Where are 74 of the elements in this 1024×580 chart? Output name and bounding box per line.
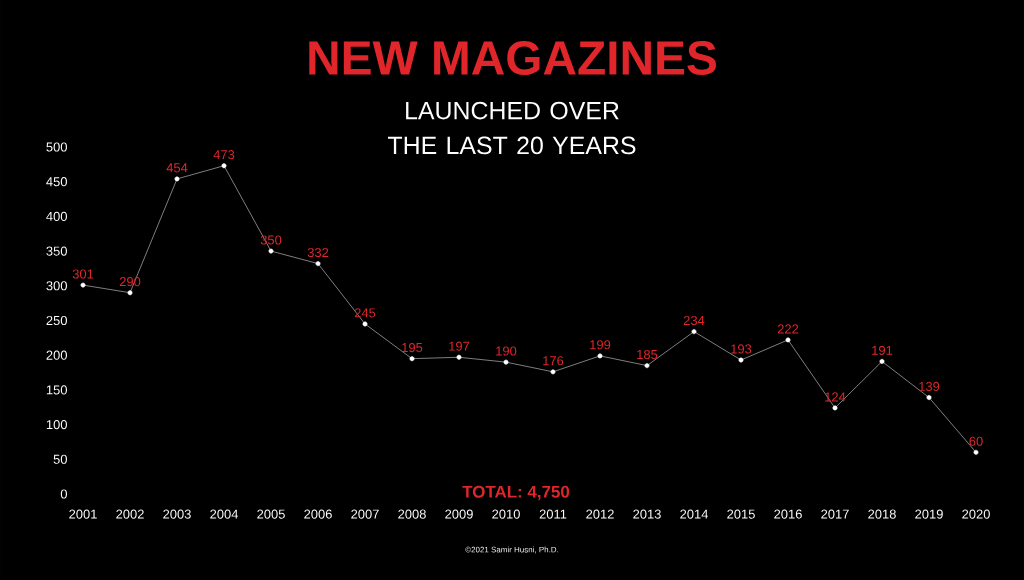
point <box>832 405 838 411</box>
point <box>597 353 603 359</box>
chart-subtitle: LAUNCHED OVER THE LAST 20 YEARS <box>387 101 636 155</box>
x-tick-label: 2012 <box>586 509 614 519</box>
y-tick-label: 50 <box>53 454 67 464</box>
point <box>926 395 932 400</box>
x-tick-label: 2001 <box>69 509 97 519</box>
point <box>456 354 462 360</box>
data-label: 139 <box>919 381 940 391</box>
chart-title: NEW MAGAZINES <box>309 41 716 75</box>
point <box>80 282 86 288</box>
data-label: 301 <box>72 269 94 279</box>
x-tick-label: 2004 <box>210 509 239 519</box>
x-tick-label: 2009 <box>445 509 473 519</box>
x-tick-label: 2020 <box>962 509 990 519</box>
point <box>973 449 979 455</box>
y-tick-label: 300 <box>46 281 67 291</box>
data-label: 195 <box>402 342 423 353</box>
x-tick-label: 2002 <box>116 509 144 519</box>
point <box>879 358 885 364</box>
y-tick-label: 400 <box>46 211 67 221</box>
y-tick-label: 450 <box>46 177 67 187</box>
y-tick-label: 0 <box>60 489 67 499</box>
data-label: 222 <box>777 324 799 334</box>
point <box>409 356 415 362</box>
point <box>221 163 227 169</box>
point <box>785 337 791 343</box>
x-tick-label: 2006 <box>304 509 332 519</box>
y-tick-label: 500 <box>46 142 67 152</box>
data-label: 234 <box>683 315 705 326</box>
x-tick-label: 2007 <box>351 509 379 519</box>
data-label: 185 <box>637 349 658 360</box>
x-tick-label: 2005 <box>257 509 285 519</box>
data-label: 290 <box>119 277 141 287</box>
data-label: 124 <box>825 392 846 402</box>
x-tick-label: 2010 <box>492 509 520 519</box>
data-label: 60 <box>969 436 983 446</box>
data-label: 454 <box>166 163 188 173</box>
data-label: 197 <box>449 341 470 351</box>
y-tick-label: 250 <box>46 315 67 326</box>
x-tick-label: 2008 <box>398 509 426 519</box>
y-tick-label: 350 <box>46 246 67 256</box>
point <box>691 329 697 335</box>
x-tick-label: 2018 <box>868 509 896 519</box>
data-label: 199 <box>590 340 611 350</box>
data-label: 473 <box>213 150 235 160</box>
data-label: 332 <box>307 247 329 258</box>
point <box>127 290 133 296</box>
x-tick-label: 2011 <box>539 509 567 519</box>
data-label: 350 <box>260 235 282 245</box>
x-tick-label: 2017 <box>821 509 849 519</box>
x-tick-label: 2019 <box>915 509 943 519</box>
data-label: 245 <box>354 308 376 318</box>
point <box>268 248 274 254</box>
point <box>503 359 509 365</box>
x-tick-label: 2014 <box>680 509 709 519</box>
point <box>362 321 368 327</box>
annotation: TOTAL: 4,750 <box>462 485 570 501</box>
point <box>315 261 321 267</box>
point <box>644 363 650 369</box>
point <box>174 176 180 182</box>
y-tick-label: 100 <box>46 420 67 430</box>
point <box>550 369 556 375</box>
x-tick-label: 2013 <box>633 509 661 519</box>
data-label: 191 <box>872 345 893 355</box>
y-tick-label: 200 <box>46 350 67 360</box>
data-label: 190 <box>496 346 517 356</box>
x-tick-label: 2015 <box>727 509 755 519</box>
x-tick-label: 2003 <box>163 509 191 519</box>
x-tick-label: 2016 <box>774 509 802 519</box>
data-label: 193 <box>731 344 752 354</box>
data-label: 176 <box>543 356 564 366</box>
point <box>738 357 744 363</box>
y-tick-label: 150 <box>46 385 67 395</box>
